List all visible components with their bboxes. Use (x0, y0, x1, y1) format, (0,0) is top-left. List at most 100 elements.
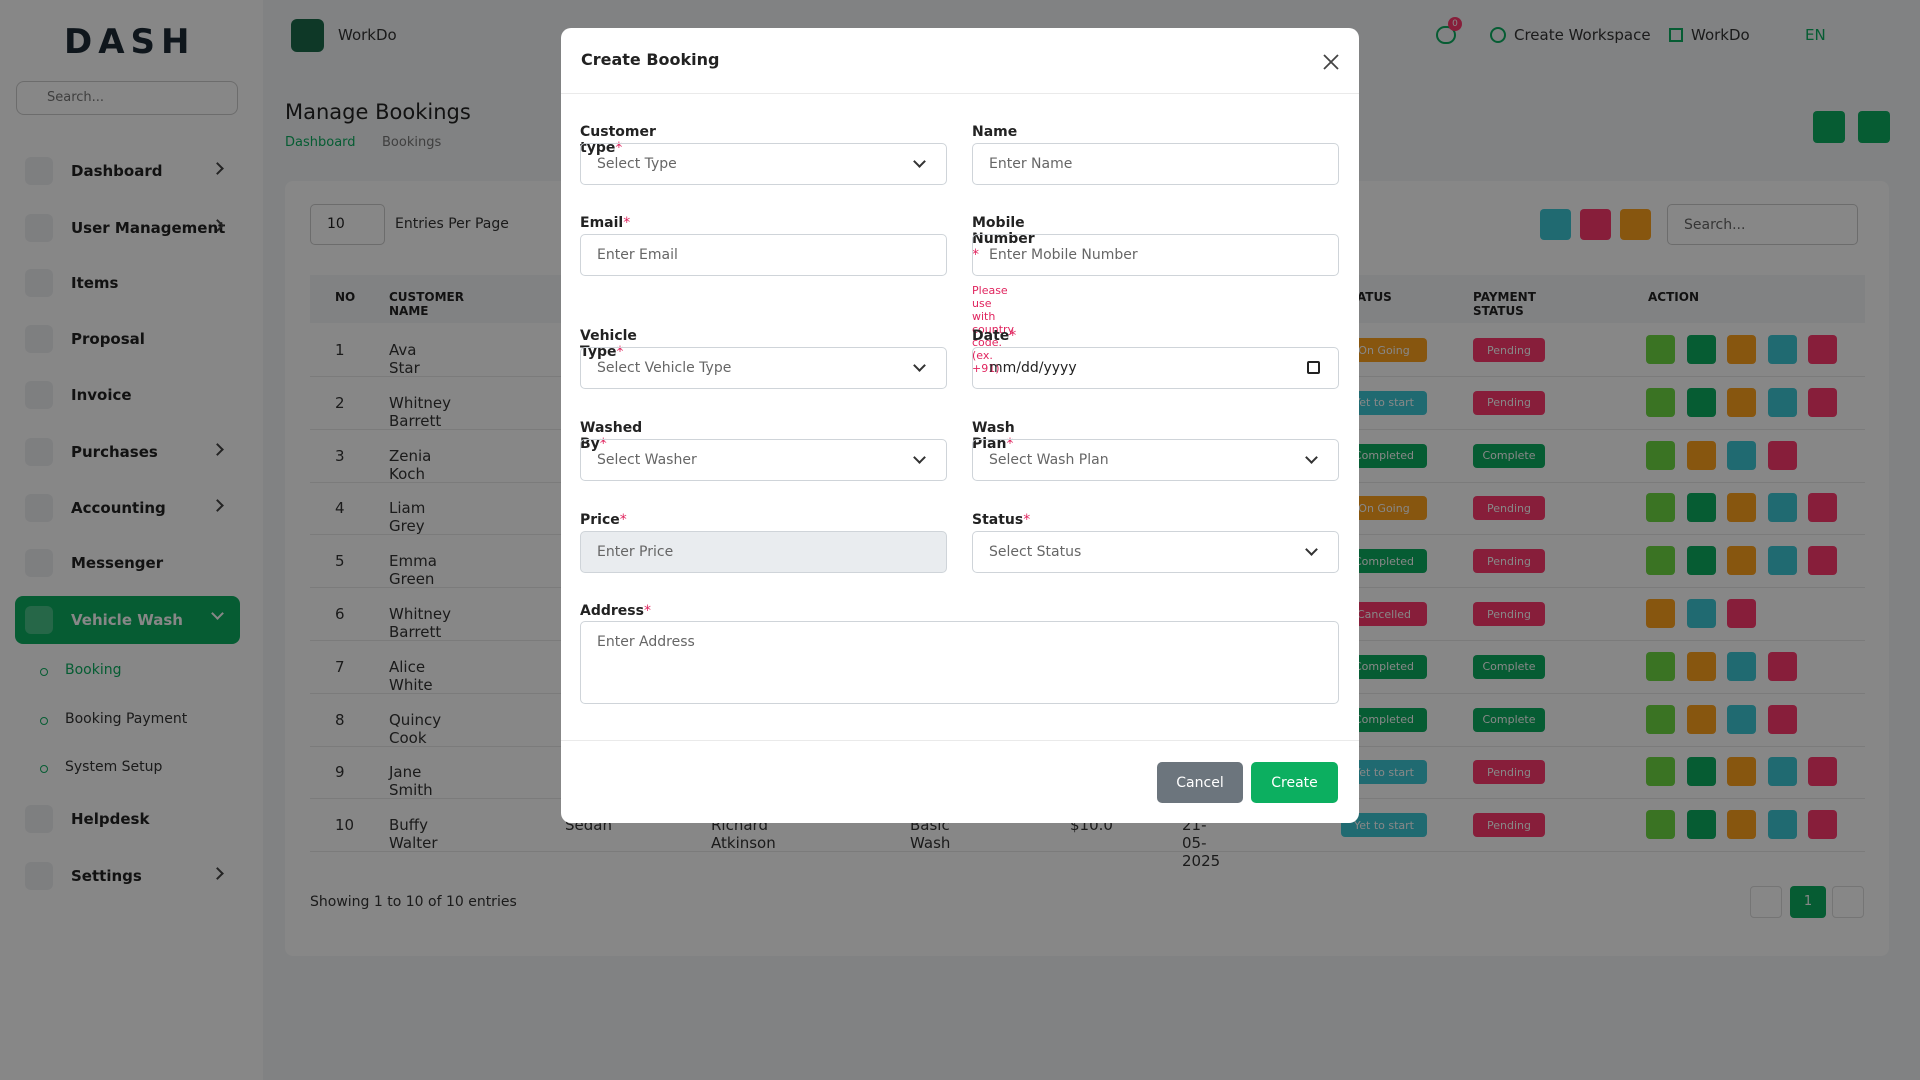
action-button[interactable] (1727, 335, 1756, 364)
action-button[interactable] (1808, 757, 1837, 787)
action-button[interactable] (1646, 387, 1675, 417)
action-button[interactable] (1767, 387, 1797, 417)
field-input[interactable]: Enter Address (580, 621, 1339, 704)
field-input[interactable]: Enter Email (580, 234, 947, 276)
workspace-menu[interactable]: WorkDo (1669, 26, 1750, 44)
action-button[interactable] (1646, 757, 1675, 787)
menu-item[interactable]: Dashboard (15, 147, 240, 195)
action-button[interactable] (1767, 546, 1797, 576)
action-button[interactable] (1727, 493, 1756, 523)
table-info: Showing 1 to 10 of 10 entries (310, 894, 517, 910)
menu-item[interactable]: Items (15, 259, 240, 307)
menu-icon (25, 805, 53, 833)
action-button[interactable] (1767, 335, 1797, 364)
reload-button[interactable] (1620, 209, 1651, 240)
submenu-item[interactable]: System Setup (39, 759, 163, 775)
action-button[interactable] (1727, 810, 1756, 840)
payment-badge: Pending (1473, 496, 1545, 521)
action-button[interactable] (1686, 757, 1716, 787)
import-button[interactable] (1813, 111, 1845, 143)
action-button[interactable] (1646, 493, 1675, 523)
action-button[interactable] (1767, 757, 1797, 787)
create-workspace-label: Create Workspace (1514, 26, 1651, 44)
action-button[interactable] (1808, 387, 1837, 417)
menu-item[interactable]: Accounting (15, 484, 240, 532)
menu-item[interactable]: Proposal (15, 315, 240, 363)
action-button[interactable] (1686, 810, 1716, 840)
field-input[interactable]: Select Wash Plan (972, 439, 1339, 481)
action-button[interactable] (1808, 335, 1837, 364)
menu-item[interactable]: Vehicle Wash (15, 596, 240, 644)
reset-button[interactable] (1580, 209, 1611, 240)
close-button[interactable] (1321, 52, 1341, 72)
action-button[interactable] (1767, 704, 1797, 734)
action-button[interactable] (1727, 704, 1756, 734)
action-button[interactable] (1646, 810, 1675, 840)
action-button[interactable] (1686, 704, 1716, 734)
action-button[interactable] (1808, 810, 1837, 840)
action-button[interactable] (1767, 440, 1797, 470)
submenu-item[interactable]: Booking Payment (39, 711, 188, 727)
action-button[interactable] (1686, 493, 1716, 523)
entries-select[interactable]: 10 (310, 204, 385, 245)
cancel-button[interactable]: Cancel (1157, 762, 1243, 803)
action-button[interactable] (1727, 387, 1756, 417)
field-input[interactable]: mm/dd/yyyy (972, 347, 1339, 389)
action-button[interactable] (1686, 546, 1716, 576)
action-button[interactable] (1727, 757, 1756, 787)
cell-no: 5 (335, 552, 345, 571)
workspace-name[interactable]: WorkDo (338, 26, 397, 44)
menu-item[interactable]: User Management (15, 204, 240, 252)
current-page[interactable]: 1 (1790, 886, 1826, 918)
menu-item[interactable]: Purchases (15, 428, 240, 476)
action-button[interactable] (1646, 704, 1675, 734)
table-search[interactable]: Search... (1667, 204, 1858, 245)
action-button[interactable] (1686, 440, 1716, 470)
menu-item[interactable]: Helpdesk (15, 795, 240, 843)
field-input[interactable]: Select Washer (580, 439, 947, 481)
prev-page[interactable] (1750, 886, 1782, 918)
action-button[interactable] (1727, 651, 1756, 681)
cell-no: 4 (335, 499, 345, 518)
action-button[interactable] (1727, 440, 1756, 470)
action-button[interactable] (1686, 599, 1716, 628)
next-page[interactable] (1832, 886, 1864, 918)
sidebar: DASH Search... Dashboard User Management I… (0, 0, 263, 1080)
action-button[interactable] (1646, 440, 1675, 470)
field-input[interactable]: Enter Name (972, 143, 1339, 185)
action-button[interactable] (1767, 810, 1797, 840)
menu-item[interactable]: Messenger (15, 539, 240, 587)
action-button[interactable] (1686, 651, 1716, 681)
export-button[interactable] (1540, 209, 1571, 240)
action-button[interactable] (1686, 387, 1716, 417)
action-button[interactable] (1727, 599, 1756, 628)
action-button[interactable] (1686, 335, 1716, 364)
sidebar-search[interactable]: Search... (16, 81, 238, 115)
action-button[interactable] (1808, 546, 1837, 576)
menu-icon (25, 157, 53, 185)
action-button[interactable] (1646, 335, 1675, 364)
calendar-icon[interactable] (1307, 361, 1320, 374)
menu-item[interactable]: Invoice (15, 371, 240, 419)
action-button[interactable] (1808, 493, 1837, 523)
action-button[interactable] (1646, 599, 1675, 628)
field-input[interactable]: Select Status (972, 531, 1339, 573)
field-input[interactable]: Enter Price (580, 531, 947, 573)
action-button[interactable] (1646, 546, 1675, 576)
action-button[interactable] (1727, 546, 1756, 576)
breadcrumb-link[interactable]: Dashboard (285, 135, 356, 150)
add-button[interactable] (1858, 111, 1890, 143)
menu-icon (25, 438, 53, 466)
action-button[interactable] (1767, 651, 1797, 681)
submenu-item[interactable]: Booking (40, 662, 122, 678)
field-input[interactable]: Select Type (580, 143, 947, 185)
create-button[interactable]: Create (1251, 762, 1338, 803)
action-button[interactable] (1767, 493, 1797, 523)
messages-icon[interactable] (1436, 26, 1456, 44)
create-workspace[interactable]: Create Workspace (1490, 26, 1651, 44)
action-button[interactable] (1646, 651, 1675, 681)
menu-item[interactable]: Settings (15, 852, 240, 900)
language[interactable]: EN (1805, 26, 1826, 44)
field-input[interactable]: Select Vehicle Type (580, 347, 947, 389)
field-input[interactable]: Enter Mobile Number (972, 234, 1339, 276)
